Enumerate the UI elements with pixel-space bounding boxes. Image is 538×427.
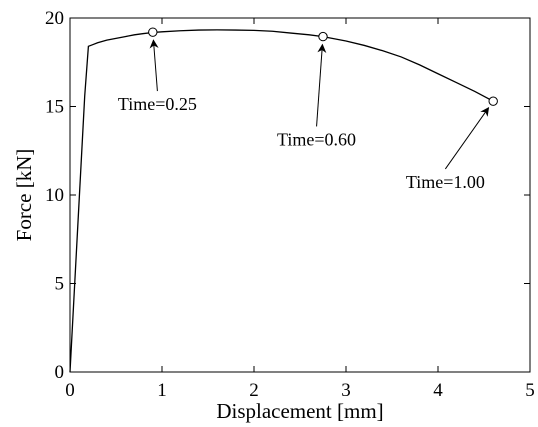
x-tick-label: 4 [433, 380, 443, 401]
x-axis-title: Displacement [mm] [216, 399, 383, 423]
annotation-arrow [444, 106, 490, 170]
time-annotation-label: Time=1.00 [406, 172, 485, 192]
x-tick-label: 0 [65, 380, 75, 401]
x-tick-label: 5 [525, 380, 535, 401]
y-axis-title: Force [kN] [12, 149, 36, 242]
y-tick-label: 5 [55, 274, 65, 295]
x-tick-label: 1 [157, 380, 167, 401]
time-marker [488, 96, 498, 106]
annotation-arrow [149, 39, 159, 92]
force-displacement-line [69, 29, 494, 373]
annotation-arrow [316, 43, 327, 127]
time-marker [318, 31, 328, 42]
y-tick-label: 0 [55, 362, 65, 383]
series-group [69, 29, 494, 373]
time-marker [148, 27, 158, 37]
time-annotation-label: Time=0.25 [118, 94, 197, 114]
y-tick-label: 20 [45, 8, 64, 29]
y-tick-label: 10 [45, 185, 64, 206]
x-tick-label: 3 [341, 380, 351, 401]
x-tick-label: 2 [249, 380, 259, 401]
axis-ticks: 0 1 2 3 4 5 0 5 10 15 20 [45, 8, 535, 401]
time-annotation-label: Time=0.60 [277, 129, 356, 149]
plot-frame [69, 17, 531, 373]
y-tick-label: 15 [45, 97, 64, 118]
markers-group: Time=0.25 Time=0.60 Time=1.00 [118, 27, 498, 192]
